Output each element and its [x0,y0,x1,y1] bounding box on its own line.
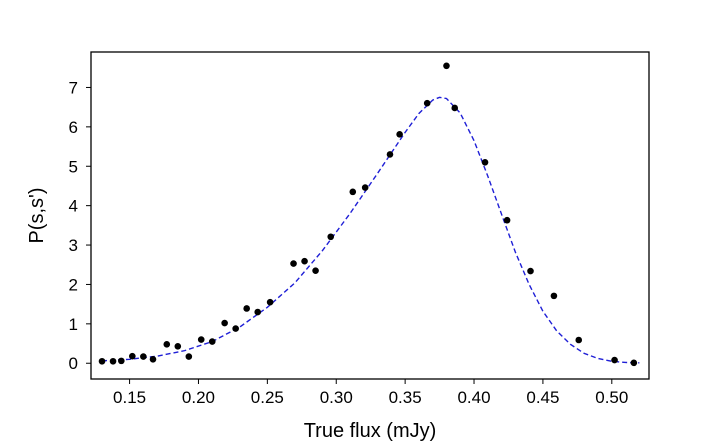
fit-curve-layer [101,96,640,364]
y-tick-label: 3 [69,236,78,255]
y-tick-label: 0 [69,354,78,373]
fit-curve [101,96,640,364]
x-tick-label: 0.45 [526,388,559,407]
data-point [163,341,171,348]
data-point [396,131,403,138]
data-point [527,267,534,275]
plot-frame [90,51,650,380]
data-point [266,298,274,306]
data-point [349,188,357,196]
x-tick-label: 0.35 [389,388,422,407]
data-point [443,62,450,70]
data-point [185,353,193,360]
y-tick-label: 5 [69,157,78,176]
data-point [149,356,157,363]
data-point [630,359,638,367]
data-point [575,336,583,344]
data-point [140,353,147,360]
data-point [197,336,205,343]
data-point [118,357,125,365]
data-point [301,257,308,265]
y-tick-label: 2 [69,275,78,294]
data-points-layer [98,62,638,367]
data-point [550,292,558,300]
y-tick-label: 4 [69,197,78,216]
x-tick-label: 0.50 [595,388,628,407]
x-tick-label: 0.40 [457,388,490,407]
data-point [503,216,511,224]
y-tick-label: 1 [69,315,78,334]
x-tick-label: 0.20 [182,388,215,407]
data-point [232,325,239,332]
data-point [174,343,182,350]
data-point [254,308,262,316]
data-point [208,338,216,345]
data-point [386,151,394,158]
data-point [290,260,297,267]
x-tick-label: 0.30 [320,388,353,407]
x-tick-label: 0.25 [251,388,284,407]
x-tick-label: 0.15 [113,388,146,407]
data-point [327,233,335,241]
data-point [481,159,489,166]
data-point [109,357,117,365]
x-axis-ticks: 0.15 0.20 0.25 0.30 0.35 0.40 0.45 0.50 [113,379,628,407]
data-point [361,184,369,191]
x-axis-label: True flux (mJy) [304,420,437,442]
data-point [129,352,136,360]
data-point [611,356,618,364]
data-point [451,104,459,112]
y-tick-label: 6 [69,118,78,137]
data-point [243,305,250,312]
y-tick-label: 7 [69,78,78,97]
data-point [98,357,106,365]
data-point [312,267,319,274]
y-axis-ticks: 0 1 2 3 4 5 6 7 [69,78,91,373]
data-point [221,319,228,327]
y-axis-label: P(s,s') [26,187,48,243]
data-point [423,99,431,107]
